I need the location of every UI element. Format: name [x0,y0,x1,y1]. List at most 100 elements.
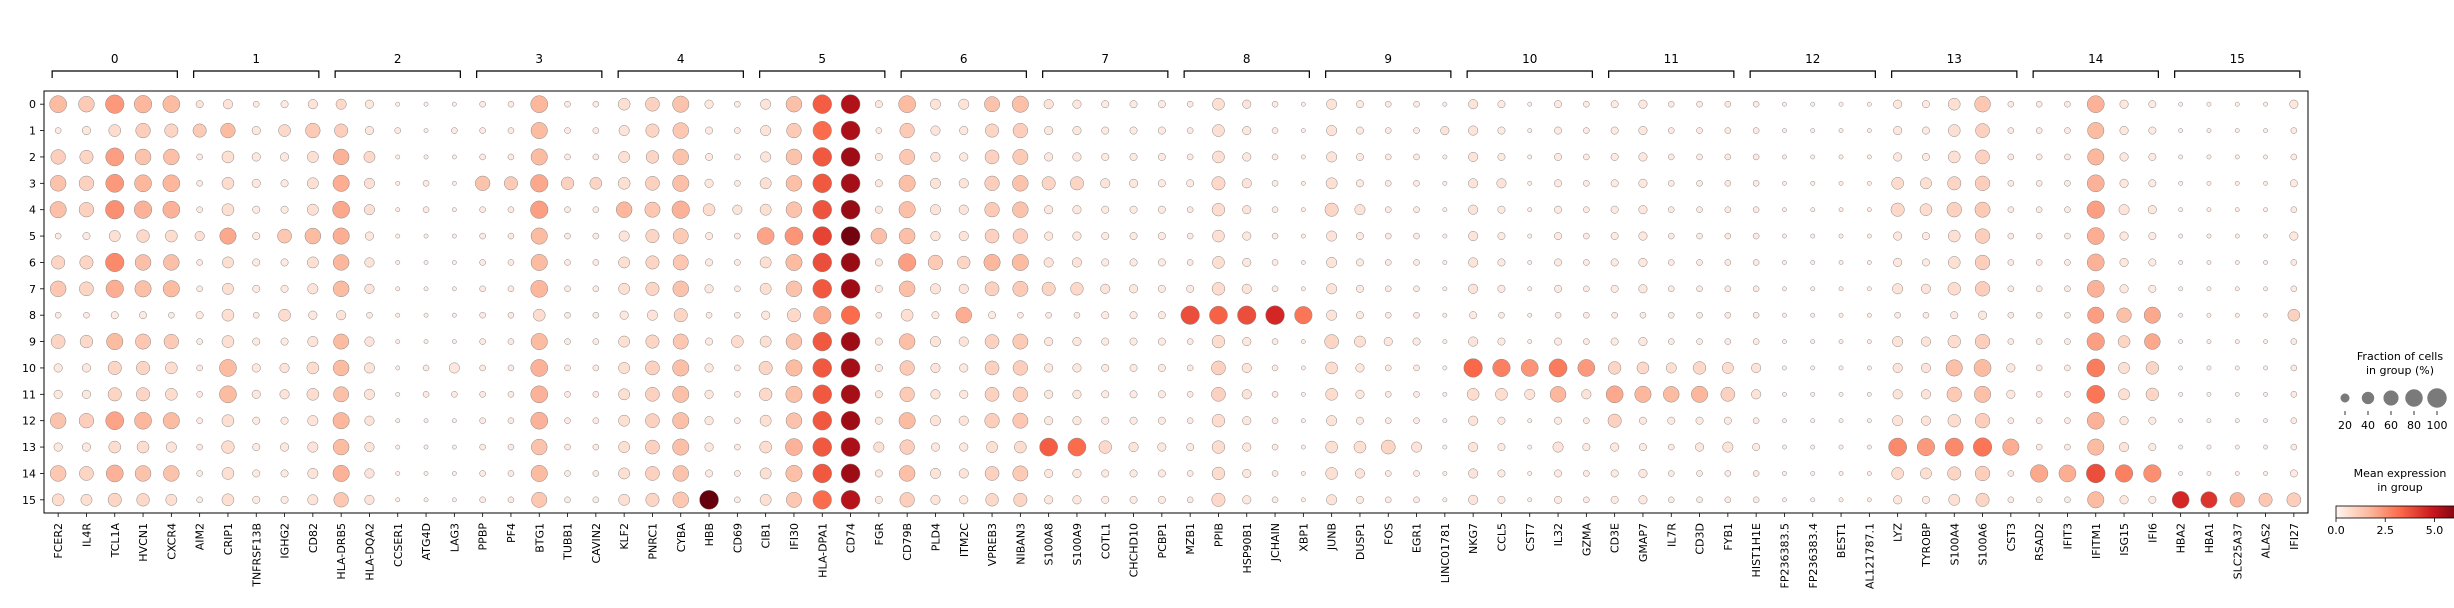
dot [364,388,375,400]
dot [645,255,660,270]
dot [1975,149,1990,165]
dot [2007,311,2015,319]
dot [564,470,571,477]
gene-label: IFI6 [2146,523,2159,543]
dot [840,173,861,194]
dot [2206,154,2212,160]
dot [2289,231,2299,241]
dot [1385,100,1392,108]
dot [1752,232,1760,240]
dot [1468,178,1479,189]
dot [898,95,916,113]
dot [1385,285,1392,293]
dot [308,310,318,320]
dot [705,258,713,267]
dot [1577,359,1596,377]
dot [451,286,457,292]
dot [1922,258,1930,267]
dot [78,202,95,218]
dot [1638,495,1648,505]
dot [2002,438,2020,456]
dot [1583,496,1590,504]
dot [1696,127,1703,134]
dot [1638,284,1648,294]
dot [1782,286,1787,292]
dot [364,231,374,241]
dot [1300,260,1306,265]
row-label-2: 2 [29,151,36,164]
dot [423,154,429,160]
dot [2263,418,2268,424]
dot [162,174,181,193]
dot [1356,153,1364,161]
dot [196,153,203,161]
gene-label: HLA-DQA2 [363,523,376,581]
dot [1325,361,1338,375]
dot [1073,311,1081,319]
gene-label: SLC25A37 [2231,523,2244,579]
dot [1947,124,1961,137]
dot [1354,468,1365,479]
dot [194,231,205,242]
dot [759,493,772,506]
dot [930,467,941,479]
dot [840,279,861,299]
dot [930,125,941,136]
dot [1581,389,1592,400]
dot [1782,418,1787,424]
dot [1554,179,1562,188]
dot [1527,444,1533,450]
dot [564,364,571,372]
dot [2148,495,2157,504]
gene-label: GZMA [1580,523,1593,557]
dot [704,284,714,294]
dot [1413,100,1420,108]
dot [1668,232,1675,240]
dot [1668,338,1675,345]
dot [479,443,486,451]
dot [1922,311,1930,319]
dot [1722,441,1734,453]
gene-label: ALAS2 [2260,523,2273,558]
dot [1157,311,1166,320]
group-bracket-6 [900,70,1027,78]
dot [1639,311,1647,319]
dot [759,177,772,190]
dot [592,100,600,108]
dot [812,121,832,141]
dot [1157,100,1166,109]
dot [479,391,486,398]
dot [1186,496,1194,504]
dot [840,252,861,273]
dot [1893,126,1903,136]
dot [1242,205,1252,215]
dot [874,495,883,504]
dot [704,442,714,452]
dot [54,311,62,319]
dot [1413,232,1420,240]
dot [2086,200,2105,219]
gene-label: PNRC1 [646,523,659,560]
dot [1186,206,1194,213]
size-legend-title-line2: in group (%) [2366,364,2434,377]
dot [335,98,347,110]
dot [1211,203,1226,217]
dot [2064,391,2071,398]
dot [1044,231,1054,241]
gene-label: AIM2 [194,523,207,550]
group-bracket-5 [759,70,886,78]
dot [984,175,1000,191]
dot [1356,311,1364,320]
dot [672,122,689,139]
dot [1782,312,1787,318]
group-label-10: 10 [1522,52,1537,66]
dot [251,363,261,373]
dot [984,387,1000,402]
dot [332,254,350,271]
dot [1527,339,1533,344]
dot [1442,365,1448,371]
dot [51,493,65,507]
size-legend-dot [2427,388,2447,408]
gene-label: CCL5 [1495,523,1508,552]
dot [507,232,515,240]
